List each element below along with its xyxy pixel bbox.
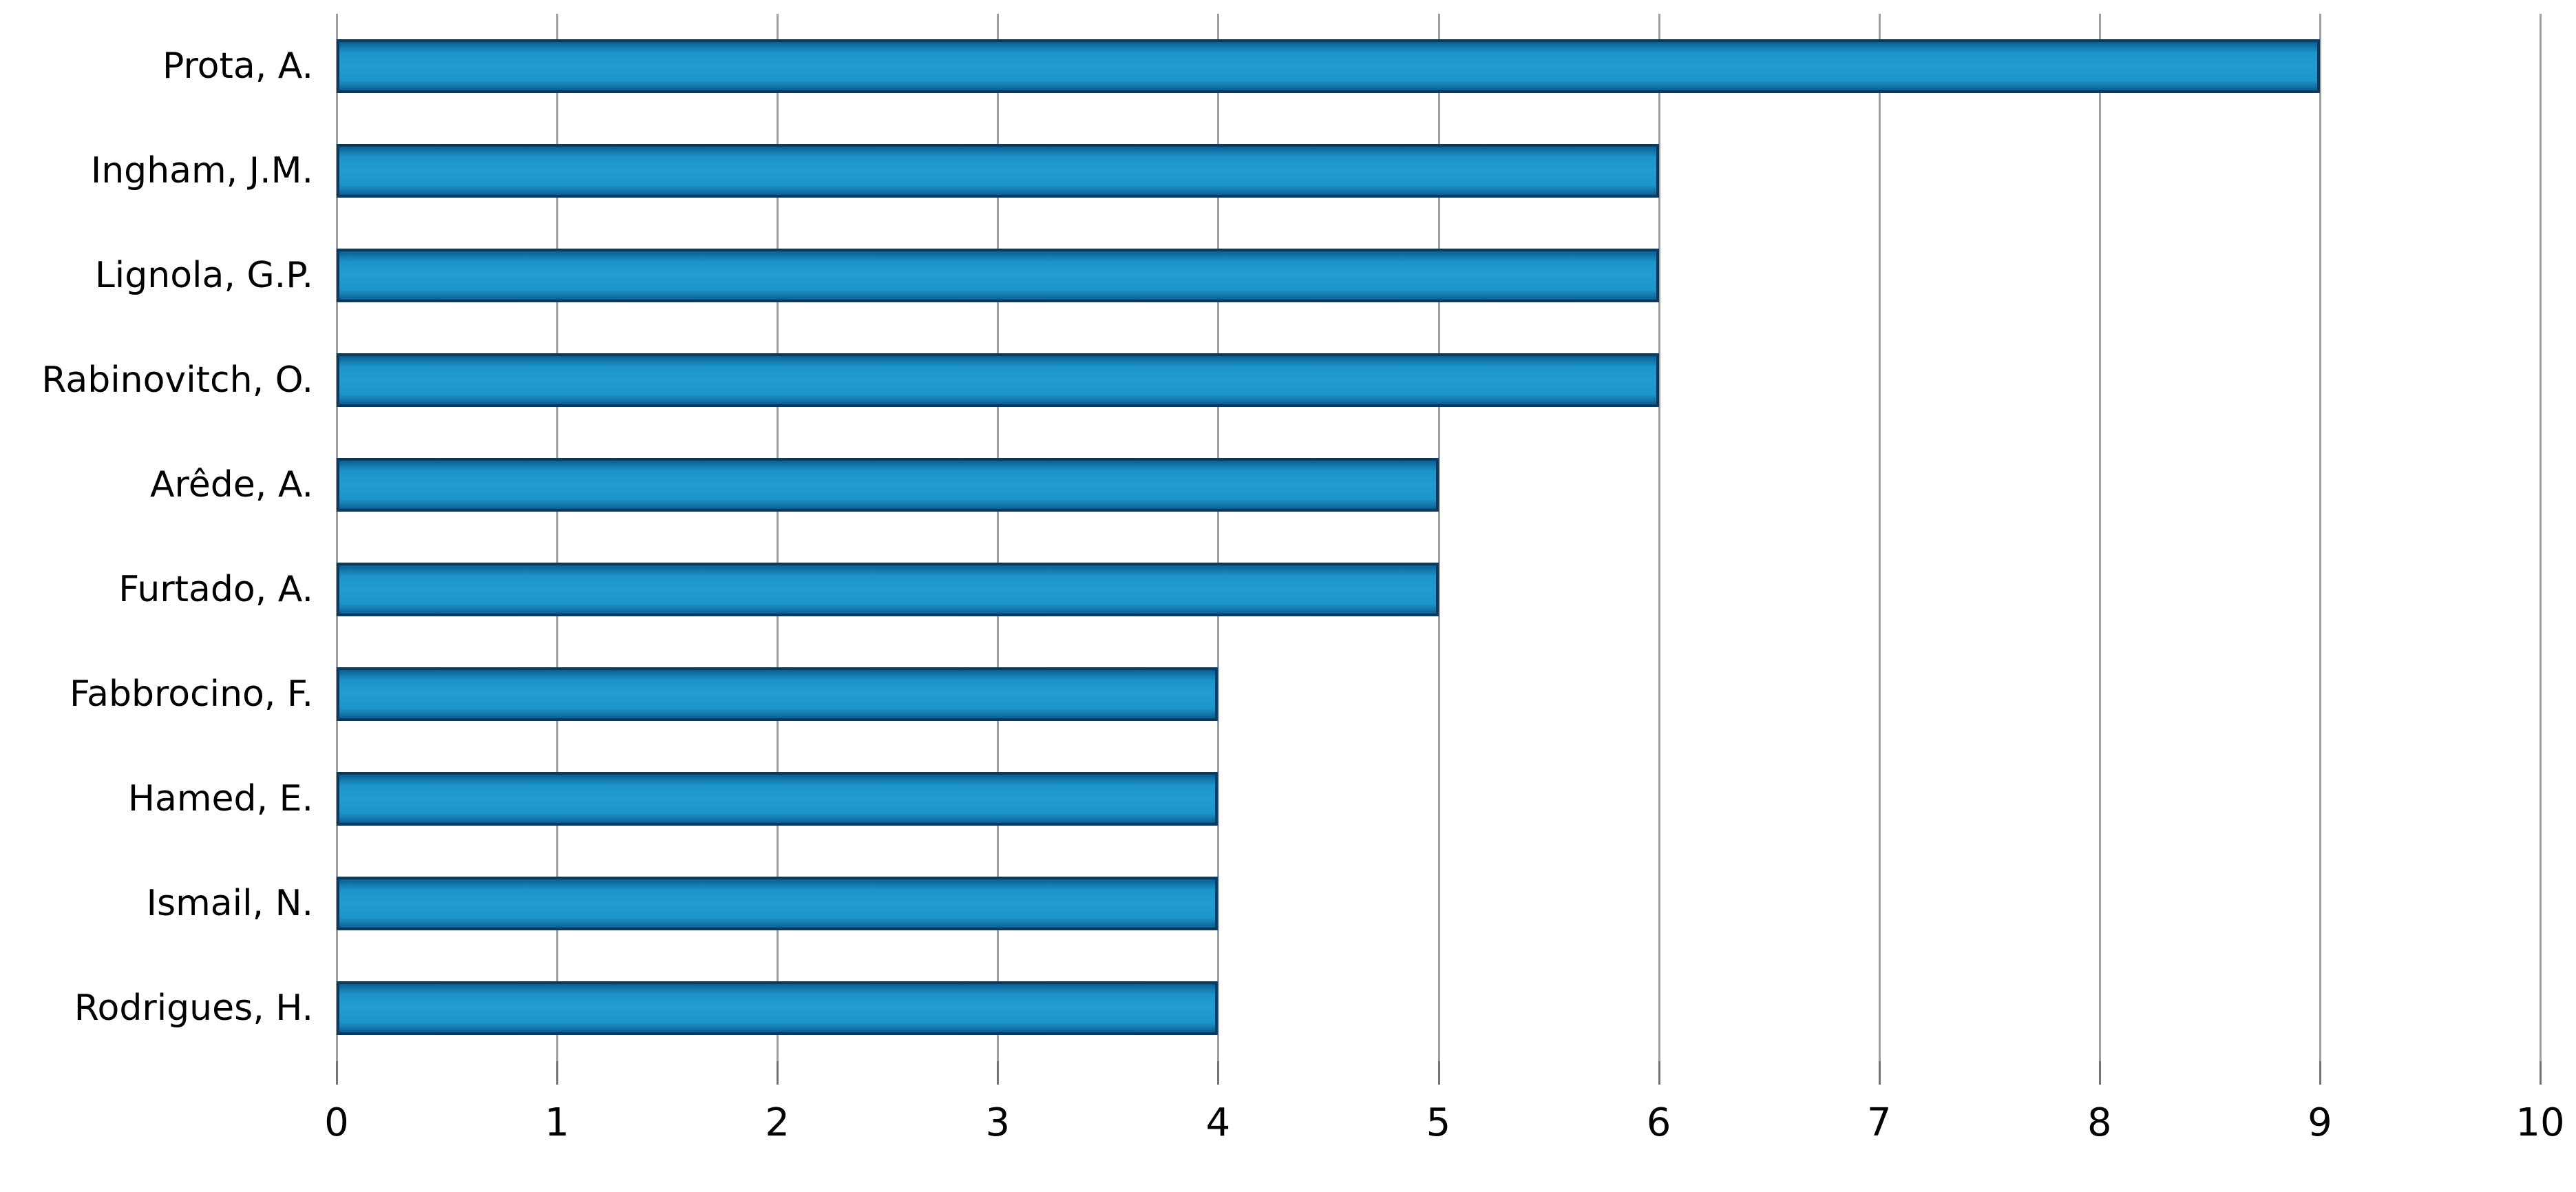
bar-track xyxy=(337,537,2540,642)
bar xyxy=(337,981,1218,1035)
gridline xyxy=(2540,14,2542,1063)
gridline xyxy=(2319,14,2321,1063)
x-tick-mark xyxy=(336,1061,338,1085)
bar-track xyxy=(337,956,2540,1060)
y-axis-label: Arêde, A. xyxy=(149,464,313,505)
x-tick-label: 0 xyxy=(324,1100,349,1145)
bar-row: Rabinovitch, O. xyxy=(0,328,2576,432)
bar-row: Fabbrocino, F. xyxy=(0,642,2576,746)
bar xyxy=(337,144,1659,198)
bar-track xyxy=(337,328,2540,432)
x-tick-mark xyxy=(1658,1061,1660,1085)
x-tick-label: 3 xyxy=(985,1100,1011,1145)
x-tick-mark xyxy=(1437,1061,1440,1085)
bar xyxy=(337,667,1218,721)
gridline xyxy=(777,14,779,1063)
gridline xyxy=(1878,14,1881,1063)
y-axis-label: Ismail, N. xyxy=(146,883,313,924)
x-tick-mark xyxy=(777,1061,779,1085)
bar-track xyxy=(337,851,2540,956)
gridline xyxy=(1658,14,1660,1063)
bar-track xyxy=(337,118,2540,223)
bar-rows-layer: Prota, A. Ingham, J.M. Lignola, G.P. Rabino… xyxy=(0,14,2576,1060)
x-axis-tick-labels: 0 1 2 3 4 5 6 7 8 9 10 xyxy=(324,1100,2564,1156)
y-axis-label: Rabinovitch, O. xyxy=(41,359,313,401)
x-tick-label: 7 xyxy=(1866,1100,1892,1145)
x-tick-mark xyxy=(997,1061,1000,1085)
x-tick-mark xyxy=(1878,1061,1881,1085)
y-axis-label: Hamed, E. xyxy=(127,778,313,819)
x-tick-mark xyxy=(1217,1061,1220,1085)
x-tick-label: 9 xyxy=(2308,1100,2332,1145)
bar-row: Hamed, E. xyxy=(0,746,2576,851)
bar-row: Ismail, N. xyxy=(0,851,2576,956)
bar xyxy=(337,563,1439,616)
bar-row: Furtado, A. xyxy=(0,537,2576,642)
bar-row: Lignola, G.P. xyxy=(0,223,2576,328)
bar-track xyxy=(337,642,2540,746)
gridlines-layer xyxy=(336,14,2542,1063)
bar xyxy=(337,458,1439,512)
bar-row: Arêde, A. xyxy=(0,432,2576,537)
bar xyxy=(337,353,1659,407)
bar-row: Rodrigues, H. xyxy=(0,956,2576,1060)
bar xyxy=(337,39,2320,93)
bar-track xyxy=(337,223,2540,328)
x-tick-label: 8 xyxy=(2087,1100,2112,1145)
y-axis-label: Rodrigues, H. xyxy=(74,987,313,1029)
y-axis-label: Fabbrocino, F. xyxy=(69,673,313,715)
bar xyxy=(337,249,1659,302)
x-tick-label: 1 xyxy=(545,1100,569,1145)
bar-row: Prota, A. xyxy=(0,14,2576,118)
gridline xyxy=(1437,14,1440,1063)
x-tick-label: 10 xyxy=(2515,1100,2565,1145)
x-tick-mark xyxy=(556,1061,559,1085)
y-axis-label: Furtado, A. xyxy=(118,569,313,610)
y-axis-label: Ingham, J.M. xyxy=(90,150,313,191)
bar-row: Ingham, J.M. xyxy=(0,118,2576,223)
bar xyxy=(337,772,1218,826)
y-axis-label: Lignola, G.P. xyxy=(94,255,313,296)
x-tick-label: 6 xyxy=(1646,1100,1671,1145)
gridline xyxy=(2098,14,2101,1063)
gridline xyxy=(336,14,338,1063)
bar-track xyxy=(337,746,2540,851)
x-axis-ticks xyxy=(336,1061,2542,1086)
bar-track xyxy=(337,14,2540,118)
x-tick-label: 5 xyxy=(1426,1100,1451,1145)
gridline xyxy=(997,14,1000,1063)
bar xyxy=(337,877,1218,930)
y-axis-label: Prota, A. xyxy=(162,45,313,87)
x-tick-label: 4 xyxy=(1205,1100,1231,1145)
bar-track xyxy=(337,432,2540,537)
gridline xyxy=(556,14,559,1063)
x-tick-mark xyxy=(2319,1061,2321,1085)
x-tick-mark xyxy=(2540,1061,2542,1085)
x-tick-label: 2 xyxy=(765,1100,790,1145)
gridline xyxy=(1217,14,1220,1063)
x-tick-mark xyxy=(2098,1061,2101,1085)
